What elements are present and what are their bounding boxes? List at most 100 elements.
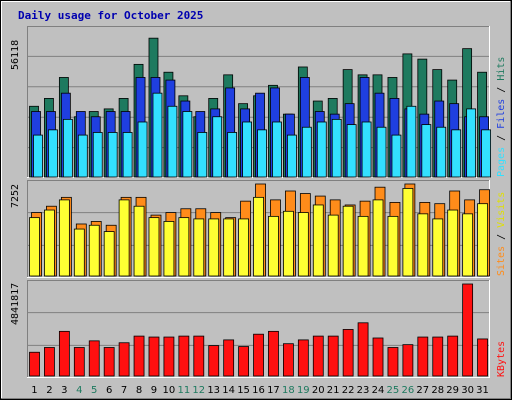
day-label: 26: [401, 385, 414, 396]
bar-pages: [436, 126, 447, 178]
bar-kbytes: [342, 329, 354, 377]
bar-visits: [223, 218, 235, 277]
bar-kbytes: [88, 340, 100, 377]
panel-kbytes: 4841817: [10, 280, 490, 378]
day-label: 20: [312, 385, 325, 396]
bar-visits: [133, 205, 145, 277]
bar-kbytes: [208, 345, 220, 377]
day-label: 29: [446, 385, 459, 396]
ytick-middle: 7252: [10, 184, 21, 208]
day-label: 7: [121, 385, 127, 396]
bar-kbytes: [447, 335, 459, 377]
bar-pages: [48, 129, 58, 178]
legend-sep: /: [496, 81, 507, 99]
bar-pages: [152, 92, 163, 178]
bar-pages: [391, 134, 402, 178]
day-label: 23: [357, 385, 370, 396]
day-label: 6: [106, 385, 112, 396]
bar-visits: [103, 231, 115, 277]
day-label: 8: [136, 385, 142, 396]
bar-visits: [447, 209, 459, 277]
bar-kbytes: [402, 344, 414, 377]
bar-pages: [122, 132, 133, 178]
bar-kbytes: [73, 347, 85, 377]
legend-pages: Pages: [496, 147, 507, 177]
bar-kbytes: [387, 347, 399, 377]
bar-visits: [477, 203, 488, 277]
day-label: 21: [327, 385, 340, 396]
panel-sites-visits: 7252: [10, 180, 490, 278]
bar-pages: [451, 129, 462, 178]
bar-kbytes: [477, 338, 488, 377]
bar-kbytes: [297, 339, 309, 377]
day-label: 5: [91, 385, 97, 396]
bar-visits: [297, 212, 309, 277]
bar-visits: [73, 228, 85, 277]
panel-pages-files-hits: 56118: [10, 26, 491, 178]
day-label: 4: [76, 385, 82, 396]
legend-visits: Visits: [496, 192, 507, 228]
bar-pages: [137, 121, 148, 178]
chart-title: Daily usage for October 2025: [18, 9, 203, 22]
bar-visits: [342, 205, 354, 277]
bar-visits: [29, 217, 40, 277]
bar-pages: [376, 126, 387, 178]
bar-visits: [238, 218, 249, 277]
bar-pages: [257, 129, 267, 178]
bar-kbytes: [58, 330, 70, 377]
bar-kbytes: [44, 347, 55, 377]
bar-kbytes: [283, 343, 294, 377]
bar-pages: [182, 111, 193, 178]
bar-visits: [283, 210, 294, 277]
day-label: 19: [297, 385, 310, 396]
bar-kbytes: [163, 336, 175, 377]
bar-pages: [316, 121, 327, 178]
bar-pages: [466, 108, 477, 178]
bar-visits: [432, 218, 444, 277]
bar-visits: [372, 199, 384, 277]
bar-pages: [346, 124, 357, 178]
day-label: 27: [416, 385, 429, 396]
bar-kbytes: [417, 336, 429, 377]
bar-kbytes: [133, 335, 145, 377]
bar-visits: [118, 199, 130, 277]
bar-pages: [331, 118, 342, 178]
day-label: 9: [151, 385, 157, 396]
day-axis-labels: 1 2 3 4 5 6 7 8 9 10 11 12 13 14 15 16 17 18 19 20 21 22 23 24 2…: [31, 385, 489, 396]
bar-pages: [242, 121, 252, 178]
bar-visits: [58, 199, 70, 277]
day-label: 15: [237, 385, 250, 396]
day-label: 1: [31, 385, 37, 396]
bar-visits: [462, 213, 474, 277]
bar-pages: [421, 124, 432, 178]
legend-sep: /: [496, 228, 507, 246]
bar-kbytes: [253, 333, 264, 377]
legend-middle: Sites / Visits: [496, 192, 507, 276]
bar-visits: [357, 215, 369, 277]
day-label: 11: [177, 385, 190, 396]
bar-pages: [92, 132, 103, 178]
bar-pages: [361, 121, 372, 178]
bar-visits: [327, 214, 339, 277]
bar-kbytes: [312, 335, 324, 377]
day-label: 10: [163, 385, 176, 396]
day-label: 18: [282, 385, 295, 396]
bar-visits: [387, 215, 399, 277]
bar-visits: [268, 215, 279, 277]
bar-visits: [417, 213, 429, 277]
legend-sep: /: [496, 129, 507, 147]
bar-visits: [193, 218, 205, 277]
bar-visits: [44, 209, 55, 277]
legend-kbytes: KBytes: [496, 341, 507, 377]
day-label: 2: [46, 385, 52, 396]
bar-pages: [272, 121, 282, 178]
day-label: 13: [207, 385, 220, 396]
ytick-bottom: 4841817: [10, 283, 21, 325]
bar-visits: [312, 204, 324, 277]
day-label: 30: [461, 385, 474, 396]
day-label: 24: [372, 385, 385, 396]
bar-kbytes: [238, 346, 249, 377]
bar-kbytes: [29, 351, 40, 377]
bar-pages: [227, 132, 238, 178]
